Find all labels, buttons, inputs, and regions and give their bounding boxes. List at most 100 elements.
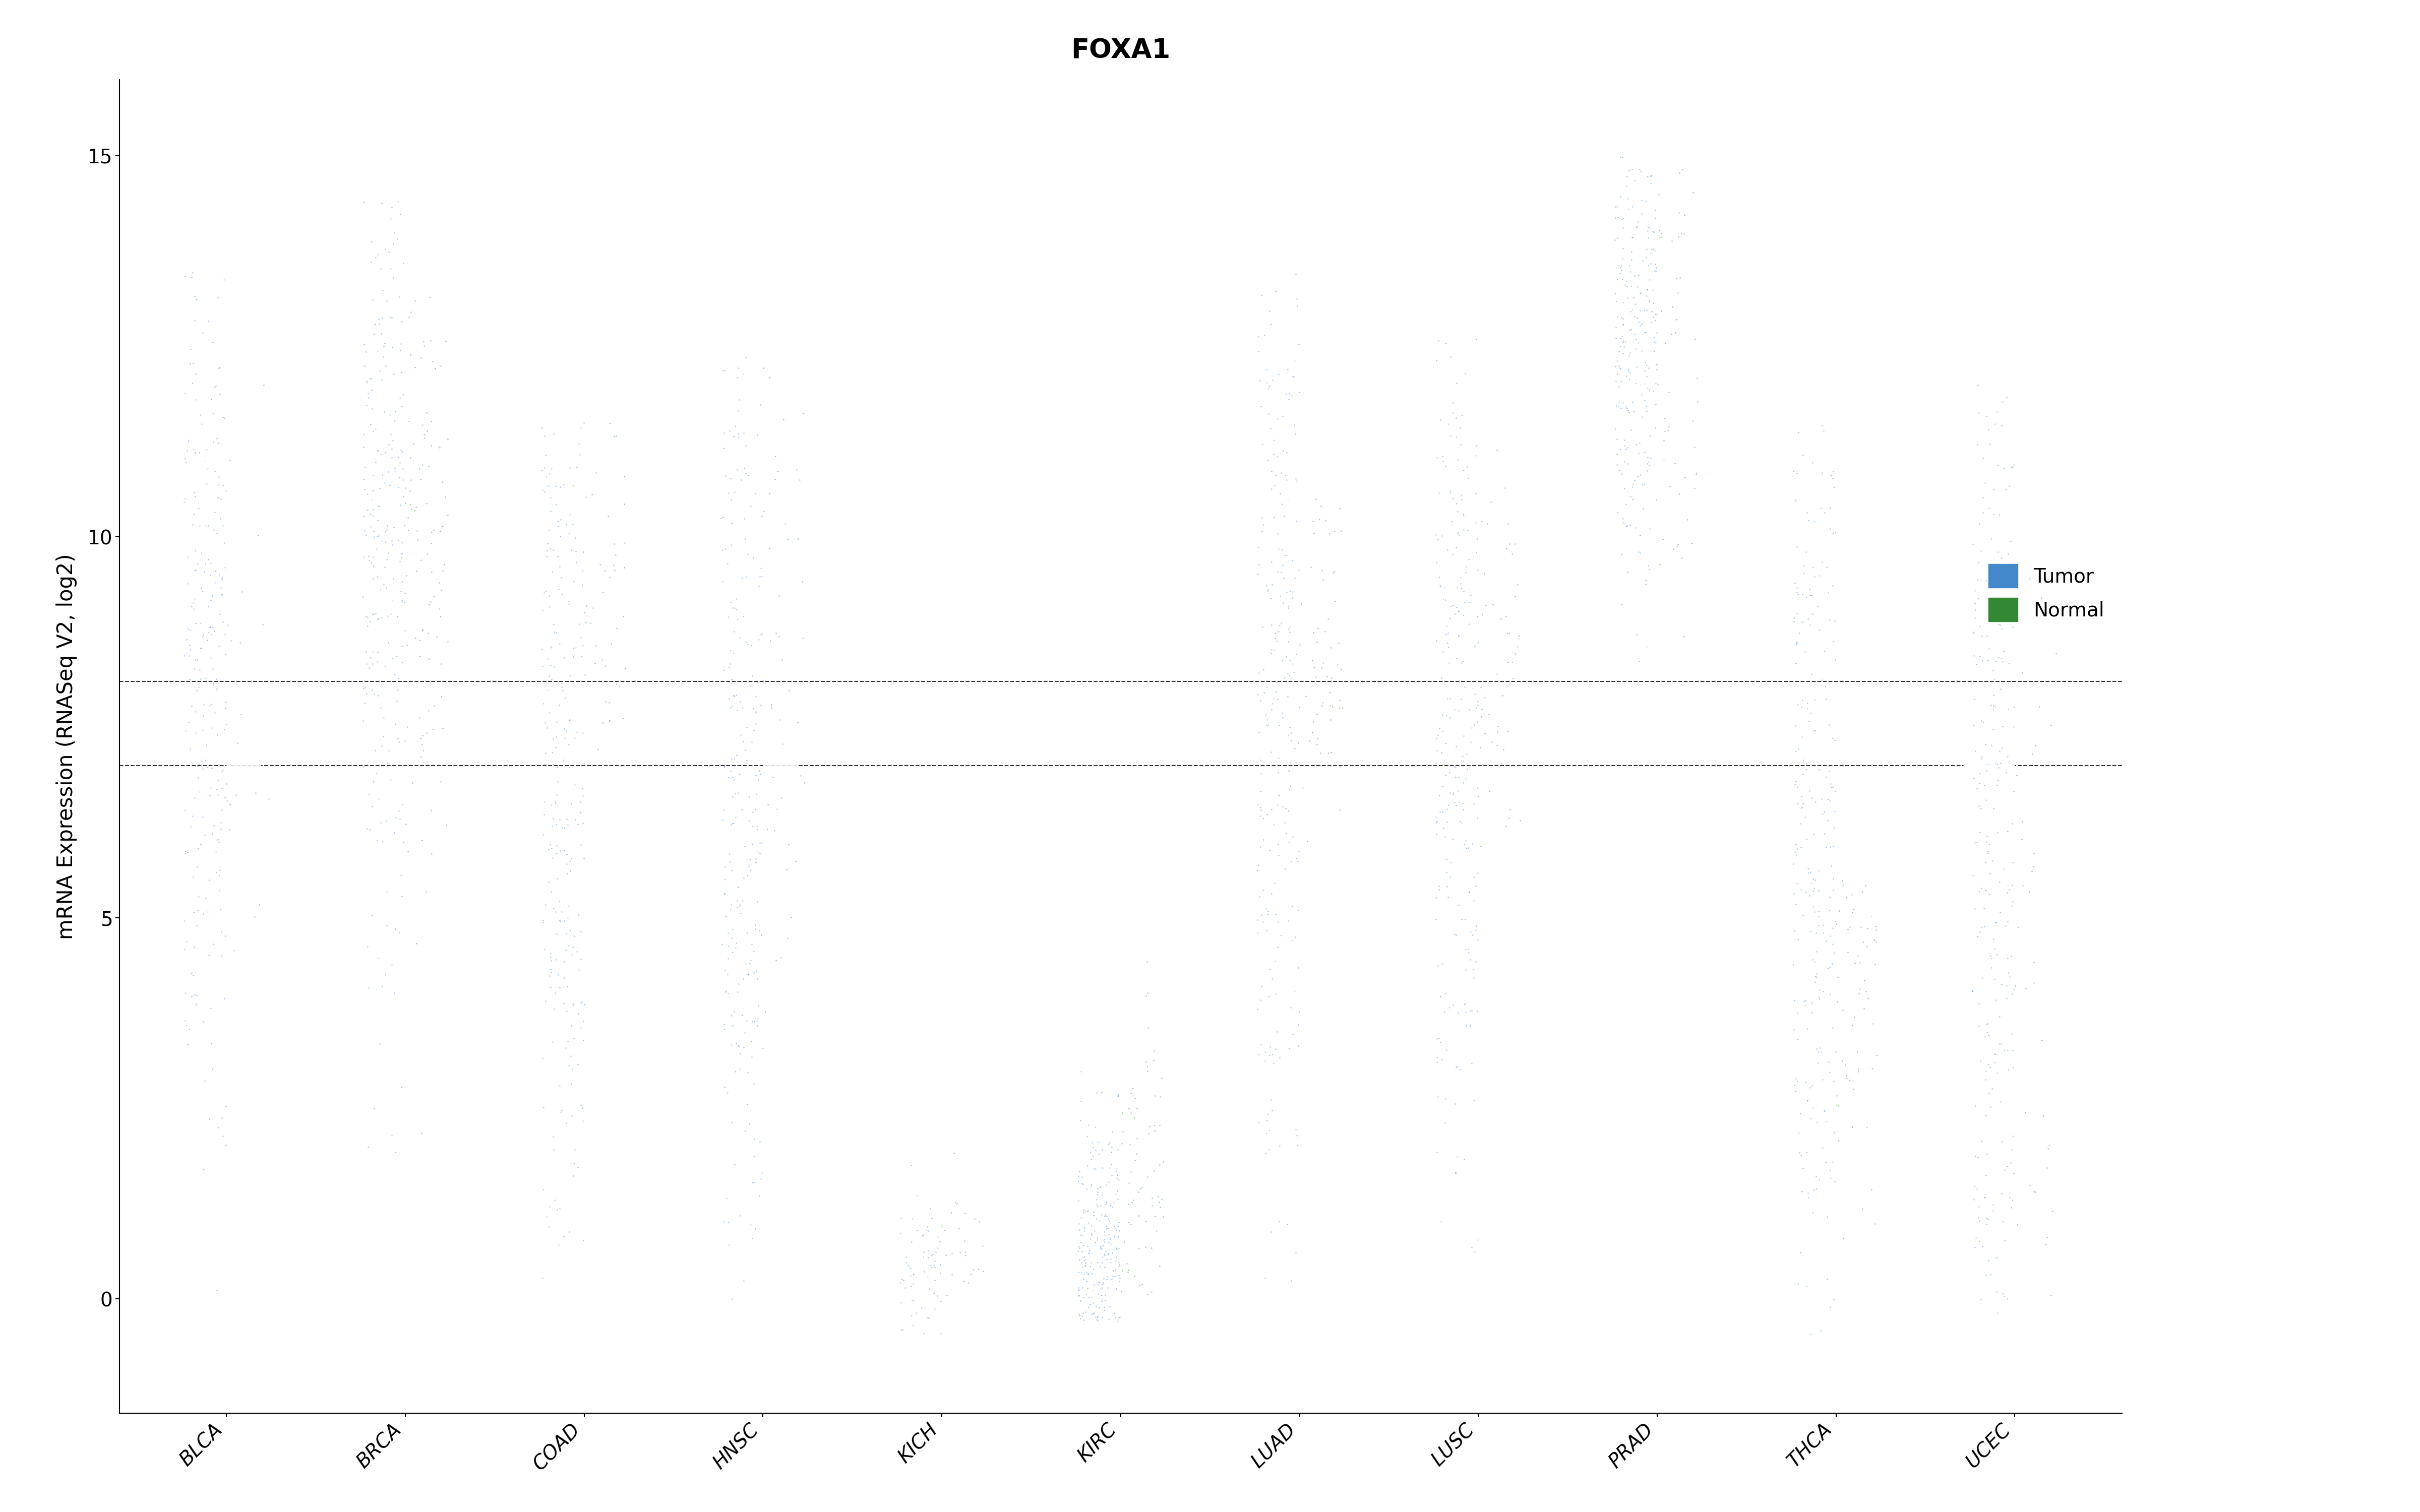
Point [549, 812, 588, 836]
Point [598, 615, 636, 640]
Point [1440, 791, 1479, 815]
Point [177, 552, 215, 576]
Point [1251, 550, 1290, 575]
Point [1784, 724, 1822, 748]
Point [1617, 432, 1655, 457]
Point [1258, 620, 1297, 644]
Point [1416, 523, 1454, 547]
Point [733, 832, 772, 856]
Point [1060, 1247, 1099, 1272]
Point [361, 606, 399, 631]
Point [353, 463, 392, 487]
Point [1607, 165, 1646, 189]
Point [1955, 644, 1994, 668]
Point [1496, 532, 1534, 556]
Point [2013, 950, 2052, 974]
Point [353, 519, 392, 543]
Point [1108, 1258, 1147, 1282]
Point [1963, 875, 2001, 900]
Point [779, 711, 818, 735]
Point [1275, 467, 1314, 491]
Point [1241, 779, 1280, 803]
Point [953, 1258, 992, 1282]
Point [1249, 1137, 1287, 1161]
Point [532, 538, 571, 562]
Point [741, 1167, 779, 1191]
Point [201, 827, 240, 851]
Point [165, 644, 203, 668]
Point [1072, 1250, 1111, 1275]
Point [1629, 458, 1667, 482]
Point [1808, 1267, 1846, 1291]
Point [525, 751, 564, 776]
Point [1321, 658, 1360, 682]
Point [1423, 587, 1462, 611]
Point [351, 646, 390, 670]
Point [375, 361, 414, 386]
Point [719, 980, 757, 1004]
Point [1433, 993, 1471, 1018]
Point [1793, 990, 1832, 1015]
Point [1319, 631, 1358, 655]
Point [1321, 496, 1360, 520]
Point [1960, 794, 1999, 818]
Point [1955, 591, 1994, 615]
Point [1079, 1176, 1118, 1201]
Point [1800, 758, 1839, 782]
Point [1256, 903, 1295, 927]
Point [1307, 508, 1346, 532]
Point [203, 609, 242, 634]
Point [1619, 310, 1658, 334]
Point [767, 857, 806, 881]
Point [1781, 621, 1820, 646]
Point [1108, 1259, 1147, 1284]
Point [537, 812, 576, 836]
Point [738, 959, 777, 983]
Point [1810, 1049, 1849, 1074]
Point [368, 547, 407, 572]
Point [1798, 859, 1837, 883]
Point [922, 1290, 961, 1314]
Point [1844, 930, 1883, 954]
Point [201, 816, 240, 841]
Point [1834, 1005, 1873, 1030]
Point [1440, 1001, 1479, 1025]
Point [184, 703, 223, 727]
Point [1597, 225, 1636, 249]
Point [1955, 597, 1994, 621]
Point [1634, 278, 1672, 302]
Point [1810, 898, 1849, 922]
Point [1987, 974, 2026, 998]
Point [172, 815, 211, 839]
Point [1960, 880, 1999, 904]
Point [407, 491, 445, 516]
Point [1437, 535, 1476, 559]
Point [1123, 1175, 1162, 1199]
Point [711, 532, 750, 556]
Point [731, 948, 770, 972]
Point [344, 585, 382, 609]
Point [1650, 475, 1689, 499]
Point [1975, 968, 2013, 992]
Point [738, 768, 777, 792]
Point [1297, 631, 1336, 655]
Point [1960, 550, 1999, 575]
Point [564, 751, 603, 776]
Point [2016, 1179, 2055, 1204]
Point [1967, 1021, 2006, 1045]
Point [1445, 748, 1483, 773]
Point [351, 502, 390, 526]
Point [1295, 620, 1333, 644]
Point [726, 461, 765, 485]
Point [736, 1126, 774, 1151]
Point [537, 724, 576, 748]
Point [530, 963, 569, 987]
Point [1796, 564, 1834, 588]
Point [537, 735, 576, 759]
Point [179, 496, 218, 520]
Point [1665, 203, 1704, 227]
Point [167, 627, 206, 652]
Point [1779, 1027, 1817, 1051]
Point [1987, 1039, 2026, 1063]
Point [1251, 797, 1290, 821]
